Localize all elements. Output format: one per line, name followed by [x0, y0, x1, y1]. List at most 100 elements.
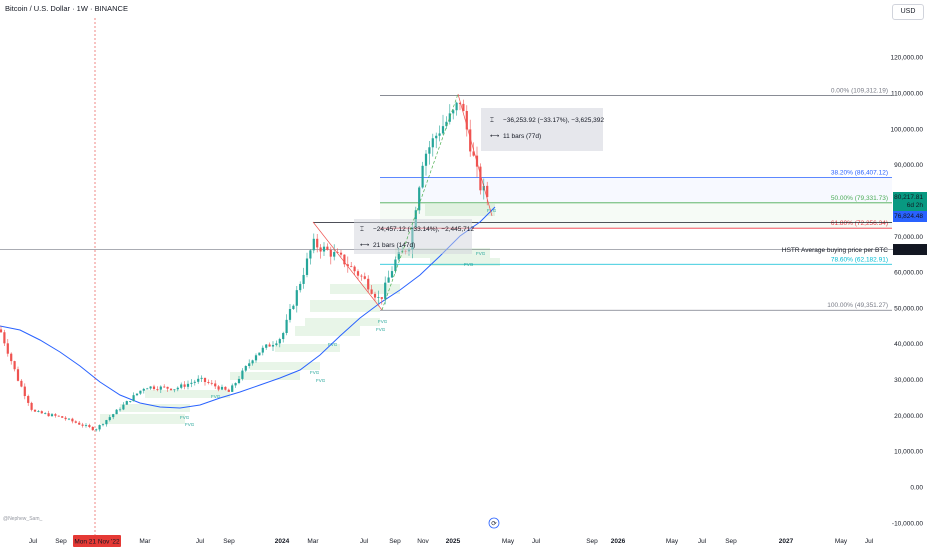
hstr-price-badge-text: 66,300.00 [894, 246, 923, 253]
price-tick-label: 90,000.00 [894, 162, 923, 169]
candle-body [47, 413, 50, 417]
candle-body [414, 210, 417, 228]
hstr-price-badge [893, 244, 927, 256]
last-price-badge-text: 80,217.81 [894, 194, 923, 201]
candle-body [78, 422, 81, 425]
time-axis[interactable]: Jul Sep Mar Jul Sep 2024 Mar Jul Sep Nov 2025 May Ju… [29, 18, 874, 547]
fvg-label: FVG [310, 370, 320, 375]
candle-body [448, 113, 451, 122]
candle-body [197, 378, 200, 382]
price-tick-label: -10,000.00 [892, 520, 923, 527]
candle-body [0, 329, 3, 333]
candle-body [251, 360, 254, 364]
candle-body [200, 377, 203, 379]
candle-body [288, 309, 292, 320]
candle-body [339, 252, 343, 255]
candle-body [285, 319, 288, 334]
candle-body [74, 421, 77, 423]
candle-body [146, 388, 149, 390]
candle-body [268, 344, 271, 347]
candle-body [367, 278, 370, 290]
candle-body [322, 246, 326, 252]
candle-body [64, 417, 67, 420]
fvg-zone [145, 390, 230, 398]
measure-lower-line1: −24,457.12 (−33.14%), −2,445,712 [373, 226, 474, 233]
fvg-label: FVG [185, 422, 195, 427]
symbol-title[interactable]: Bitcoin / U.S. Dollar · 1W · BINANCE [5, 4, 128, 13]
candle-body [241, 370, 244, 379]
price-tick-label: 60,000.00 [894, 270, 923, 277]
candle-body [112, 414, 115, 418]
candle-body [129, 401, 132, 402]
time-tick-label: Jul [360, 538, 369, 545]
candle-body [67, 418, 71, 420]
candle-body [207, 381, 210, 383]
last-price-badge [893, 192, 927, 211]
candle-body [479, 166, 482, 191]
time-tick-label: 2024 [275, 538, 290, 545]
candle-body [258, 352, 261, 356]
candle-body [305, 258, 309, 275]
fvg-zone [100, 414, 185, 424]
candle-body [214, 383, 217, 387]
candle-body [271, 344, 275, 347]
candle-body [186, 383, 190, 387]
price-tick-label: 120,000.00 [890, 55, 923, 62]
scroll-to-realtime-icon[interactable] [488, 517, 500, 529]
price-axis[interactable]: 120,000.00 110,000.00 100,000.00 90,000.00 8… [890, 55, 927, 528]
fvg-zone [330, 284, 400, 294]
fvg-label: FVG [378, 319, 388, 324]
ma-line [0, 206, 496, 409]
candle-body [163, 386, 166, 388]
fvg-label: FVG [316, 378, 326, 383]
currency-button[interactable]: USD [892, 4, 924, 20]
candle-body [125, 401, 128, 405]
measurements[interactable]: ⌶ −36,253.92 (−33.17%), −3,625,392⟷ 11 bar… [312, 93, 604, 311]
candle-body [176, 387, 179, 390]
candle-body [353, 266, 356, 272]
candles[interactable] [0, 99, 489, 432]
fvg-zone [275, 344, 340, 352]
candle-body [421, 165, 424, 188]
candle-body [275, 343, 278, 345]
fvg-zone [230, 372, 300, 380]
candle-body [190, 382, 193, 384]
candle-body [183, 384, 186, 387]
measure-box-lower [354, 219, 472, 254]
candle-body [435, 135, 438, 139]
fvg-zone [430, 258, 500, 266]
candle-body [356, 271, 360, 276]
candle-body [61, 416, 64, 418]
candle-body [346, 264, 349, 267]
fvg-label: FVG [180, 415, 190, 420]
time-tick-label: Sep [586, 538, 598, 545]
candle-body [91, 426, 94, 431]
bars-icon: ⟷ [360, 242, 370, 249]
candle-body [180, 384, 183, 388]
ma-price-badge [893, 211, 927, 222]
candle-body [220, 386, 224, 390]
candle-body [10, 353, 13, 362]
hstr-label: HSTR Average buying price per BTC [782, 247, 888, 254]
price-tick-label: 110,000.00 [891, 90, 923, 97]
candle-body [50, 414, 54, 417]
trend-line-up [381, 93, 459, 311]
candle-body [472, 151, 475, 156]
candle-body [156, 388, 159, 390]
candle-body [441, 126, 445, 134]
candle-body [27, 396, 30, 403]
candle-body [33, 409, 37, 412]
time-tick-label: 2025 [446, 538, 461, 545]
candle-body [244, 366, 247, 371]
candle-body [231, 385, 234, 392]
candle-body [217, 386, 220, 390]
fib-level-label: 100.00% (49,351.27) [827, 302, 888, 309]
measure-lower-line2: 21 bars (147d) [373, 242, 415, 249]
candle-body [380, 297, 383, 299]
candle-body [173, 389, 176, 391]
candle-body [132, 395, 135, 402]
time-tick-label: Sep [55, 538, 67, 545]
candle-body [254, 355, 258, 361]
candle-body [377, 297, 380, 298]
